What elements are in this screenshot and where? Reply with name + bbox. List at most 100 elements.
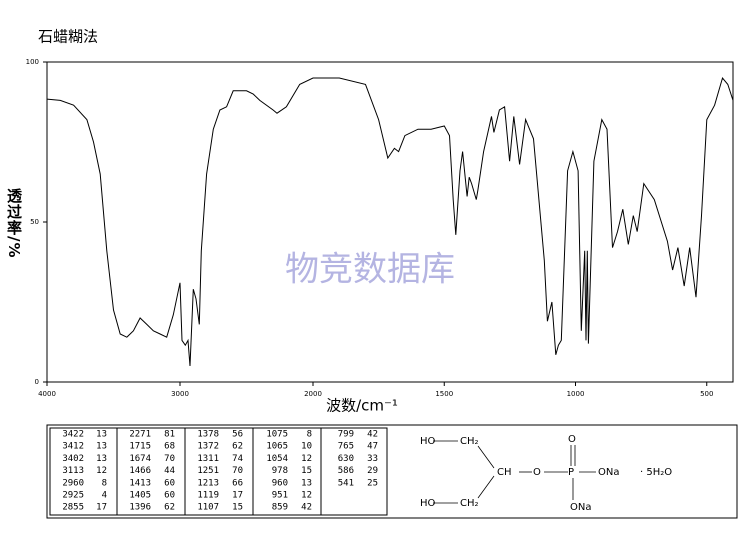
structure-label: P [568,467,574,478]
structure-label: HO [420,498,436,509]
bonds [433,440,596,504]
peak-transmittance: 25 [367,478,378,488]
peak-transmittance: 62 [232,442,243,452]
peak-wavenumber: 630 [338,454,354,464]
bond [477,475,495,499]
peak-wavenumber: 1054 [266,454,288,464]
x-tick-label: 2000 [304,390,322,398]
column-separators [116,428,322,515]
peak-transmittance: 12 [96,466,107,476]
peak-wavenumber: 2271 [129,430,151,440]
structure-label: O [533,467,541,478]
peak-wavenumber: 1107 [197,503,219,513]
peak-wavenumber: 1466 [129,466,151,476]
peak-transmittance: 70 [164,454,175,464]
peak-transmittance: 60 [164,491,175,501]
peak-wavenumber: 2925 [62,491,84,501]
peak-wavenumber: 1378 [197,430,219,440]
peak-wavenumber: 3113 [62,466,84,476]
peak-transmittance: 13 [301,478,312,488]
peak-wavenumber: 960 [272,478,288,488]
x-tick-label: 3000 [171,390,189,398]
structure-label: CH [497,467,512,478]
x-tick-label: 500 [700,390,713,398]
peak-transmittance: 15 [301,466,312,476]
y-tick-label: 0 [35,378,39,386]
peak-wavenumber: 3422 [62,430,84,440]
peak-transmittance: 17 [232,491,243,501]
peak-transmittance: 8 [307,430,312,440]
y-tick-label: 50 [30,218,39,226]
peak-transmittance: 13 [96,454,107,464]
x-tick-label: 4000 [38,390,56,398]
peak-transmittance: 4 [102,491,107,501]
peak-transmittance: 12 [301,454,312,464]
peak-transmittance: 17 [96,503,107,513]
x-axis-label: 波数/cm⁻¹ [326,397,398,415]
peak-transmittance: 62 [164,503,175,513]
peak-transmittance: 10 [301,442,312,452]
structure-label: CH₂ [460,436,479,447]
peak-wavenumber: 3412 [62,442,84,452]
peak-wavenumber: 978 [272,466,288,476]
bond [477,445,495,469]
y-tick-label: 100 [26,58,39,66]
peak-transmittance: 44 [164,466,175,476]
peak-transmittance: 70 [232,466,243,476]
peak-transmittance: 15 [232,503,243,513]
peak-transmittance: 42 [367,430,378,440]
peak-transmittance: 74 [232,454,243,464]
peak-wavenumber: 1413 [129,478,151,488]
peak-wavenumber: 1372 [197,442,219,452]
peak-wavenumber: 1405 [129,491,151,501]
peak-transmittance: 47 [367,442,378,452]
peak-wavenumber: 1715 [129,442,151,452]
y-axis-label: 透过率/% [5,188,23,259]
structure-label: O [568,434,576,445]
peak-transmittance: 13 [96,442,107,452]
peak-wavenumber: 541 [338,478,354,488]
structure-label: · 5H₂O [640,467,672,478]
peak-transmittance: 42 [301,503,312,513]
table-inner [49,427,388,516]
peak-transmittance: 8 [102,478,107,488]
structure-label: ONa [598,467,619,478]
peak-wavenumber: 1213 [197,478,219,488]
peak-wavenumber: 859 [272,503,288,513]
plot-frame [46,61,734,383]
peak-transmittance: 81 [164,430,175,440]
spectrum-line [46,76,734,367]
peak-transmittance: 33 [367,454,378,464]
x-tick-label: 1500 [435,390,453,398]
peak-wavenumber: 2960 [62,478,84,488]
structure-label: ONa [570,502,591,513]
peak-wavenumber: 586 [338,466,354,476]
peak-wavenumber: 951 [272,491,288,501]
table-frame [46,424,738,519]
peak-wavenumber: 799 [338,430,354,440]
structure-label: CH₂ [460,498,479,509]
peak-wavenumber: 1251 [197,466,219,476]
peak-wavenumber: 765 [338,442,354,452]
peak-wavenumber: 2855 [62,503,84,513]
chart-title: 石蜡糊法 [38,28,98,46]
peak-wavenumber: 1674 [129,454,151,464]
peak-transmittance: 66 [232,478,243,488]
peak-transmittance: 29 [367,466,378,476]
peak-transmittance: 13 [96,430,107,440]
peak-transmittance: 56 [232,430,243,440]
peak-transmittance: 68 [164,442,175,452]
peak-transmittance: 60 [164,478,175,488]
peak-wavenumber: 1396 [129,503,151,513]
structure-label: HO [420,436,436,447]
peak-wavenumber: 1311 [197,454,219,464]
peak-transmittance: 12 [301,491,312,501]
peak-wavenumber: 1119 [197,491,219,501]
peak-wavenumber: 1065 [266,442,288,452]
peak-wavenumber: 3402 [62,454,84,464]
peak-wavenumber: 1075 [266,430,288,440]
x-tick-label: 1000 [567,390,585,398]
watermark: 物竞数据库 [285,250,455,290]
